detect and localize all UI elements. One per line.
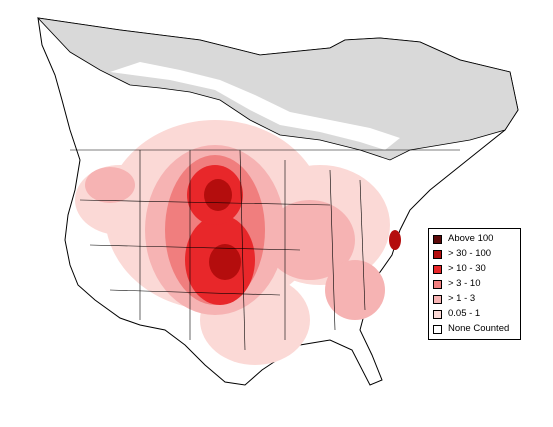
legend-label: > 3 - 10: [448, 278, 481, 289]
legend-label: None Counted: [448, 323, 510, 334]
legend-item: > 30 - 100: [433, 248, 491, 260]
legend-swatch: [433, 234, 442, 244]
legend-item: > 10 - 30: [433, 263, 486, 275]
legend-swatch: [433, 279, 442, 289]
legend-item: 0.05 - 1: [433, 308, 480, 320]
legend-swatch: [433, 324, 442, 334]
legend: Above 100 > 30 - 100 > 10 - 30 > 3 - 10 …: [428, 228, 521, 340]
north-no-data-region: [36, 17, 519, 161]
legend-item: Above 100: [433, 233, 493, 245]
legend-item: > 3 - 10: [433, 278, 480, 290]
legend-swatch: [433, 294, 442, 304]
legend-label: > 1 - 3: [448, 293, 476, 304]
legend-label: Above 100: [448, 233, 494, 244]
legend-label: > 10 - 30: [448, 263, 486, 274]
legend-label: 0.05 - 1: [448, 308, 481, 319]
legend-swatch: [433, 264, 442, 274]
border-lines: [70, 149, 460, 351]
legend-swatch: [433, 249, 442, 259]
north-range-gap: [110, 62, 400, 150]
legend-item: None Counted: [433, 323, 509, 335]
legend-item: > 1 - 3: [433, 293, 475, 305]
legend-swatch: [433, 309, 442, 319]
legend-label: > 30 - 100: [448, 248, 492, 259]
